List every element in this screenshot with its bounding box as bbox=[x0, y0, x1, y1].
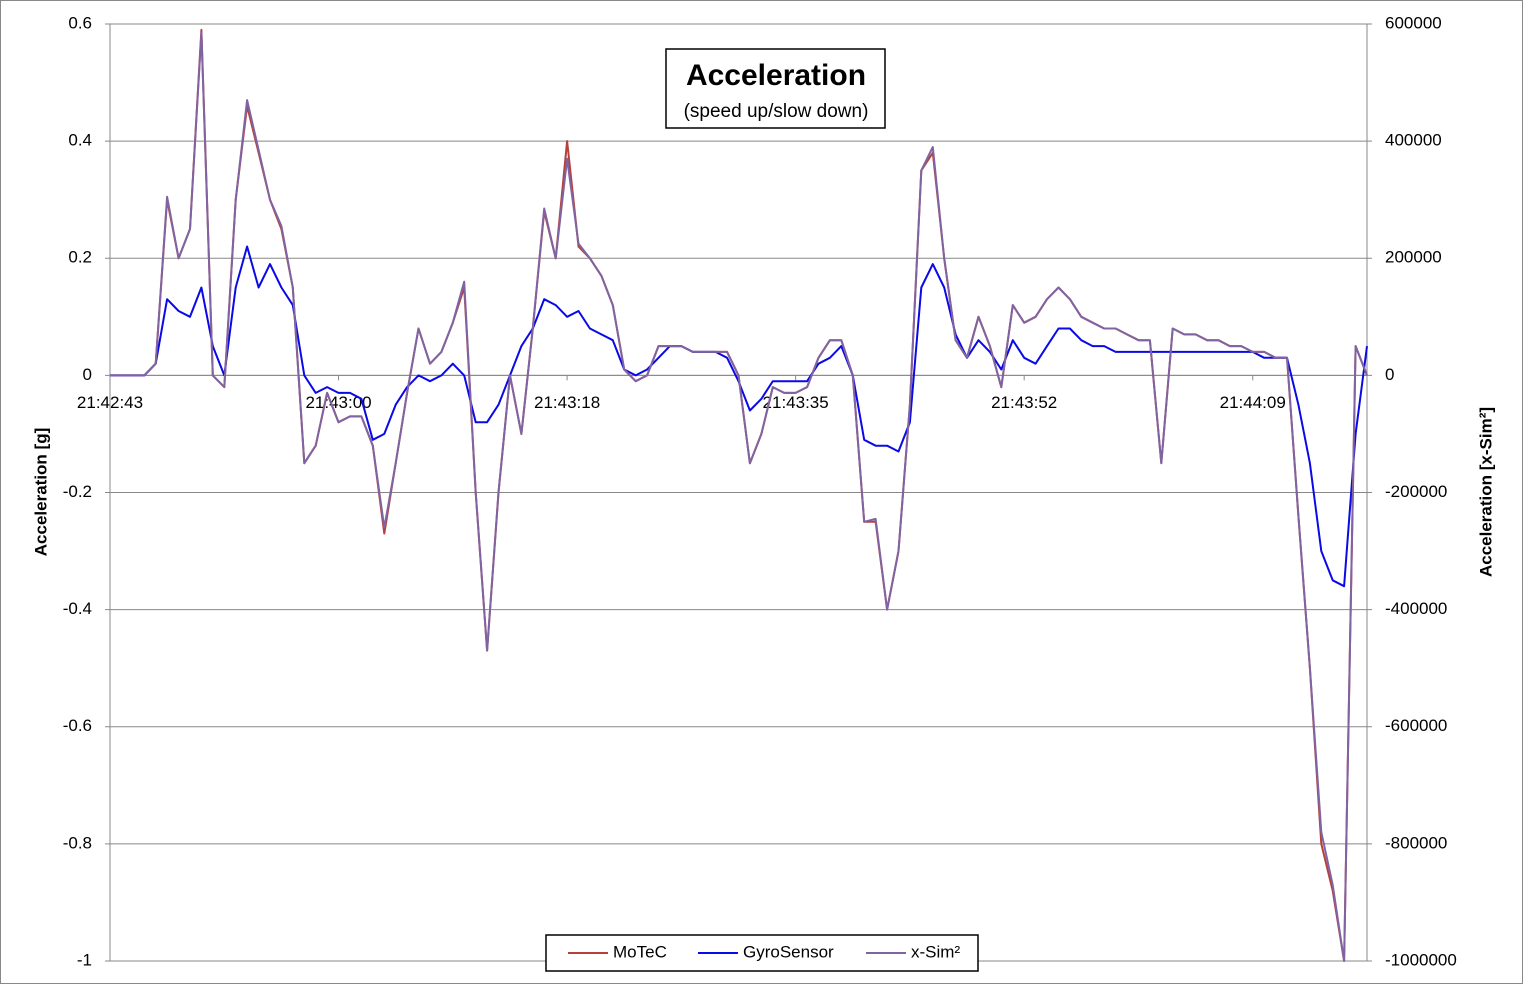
x-tick-label: 21:43:35 bbox=[763, 393, 829, 412]
y2-tick-label: 600000 bbox=[1385, 13, 1442, 32]
title-box bbox=[665, 48, 886, 129]
y2-tick-label: 200000 bbox=[1385, 248, 1442, 267]
y2-axis-title: Acceleration [x-Sim²] bbox=[1476, 407, 1495, 577]
y-tick-label: 0.6 bbox=[68, 13, 92, 32]
y-tick-label: -0.6 bbox=[63, 716, 92, 735]
y-tick-label: 0.4 bbox=[68, 131, 92, 150]
y2-tick-label: -800000 bbox=[1385, 833, 1447, 852]
x-tick-label: 21:43:18 bbox=[534, 393, 600, 412]
x-tick-label: 21:42:43 bbox=[77, 393, 143, 412]
legend: MoTeC GyroSensor x-Sim² bbox=[545, 934, 979, 972]
plot-area: -1 -0.8 -0.6 -0.4 -0.2 0 0.2 0.4 0.6 -1000000 -800… bbox=[63, 13, 1457, 969]
chart-title: Acceleration bbox=[686, 59, 866, 92]
y-tick-label: 0 bbox=[83, 365, 92, 384]
y-tick-label: -0.8 bbox=[63, 833, 92, 852]
y2-tick-label: -400000 bbox=[1385, 599, 1447, 618]
y2-tick-label: -600000 bbox=[1385, 716, 1447, 735]
chart-subtitle: (speed up/slow down) bbox=[684, 101, 869, 122]
series-line bbox=[110, 31, 1368, 962]
legend-label: x-Sim² bbox=[911, 942, 960, 961]
y-tick-label: -0.4 bbox=[63, 599, 92, 618]
x-tick-label: 21:44:09 bbox=[1220, 393, 1286, 412]
x-tick-label: 21:43:52 bbox=[991, 393, 1057, 412]
y2-tick-label: 0 bbox=[1385, 365, 1394, 384]
y-tick-label: 0.2 bbox=[68, 248, 92, 267]
y2-tick-label: 400000 bbox=[1385, 131, 1442, 150]
y-tick-label: -0.2 bbox=[63, 482, 92, 501]
y-axis-title: Acceleration [g] bbox=[31, 428, 50, 556]
x-tick-label: 21:43:00 bbox=[305, 393, 371, 412]
legend-label: GyroSensor bbox=[743, 942, 834, 961]
y-tick-label: -1 bbox=[77, 950, 92, 969]
y2-tick-label: -200000 bbox=[1385, 482, 1447, 501]
legend-label: MoTeC bbox=[613, 942, 667, 961]
y2-tick-label: -1000000 bbox=[1385, 950, 1457, 969]
